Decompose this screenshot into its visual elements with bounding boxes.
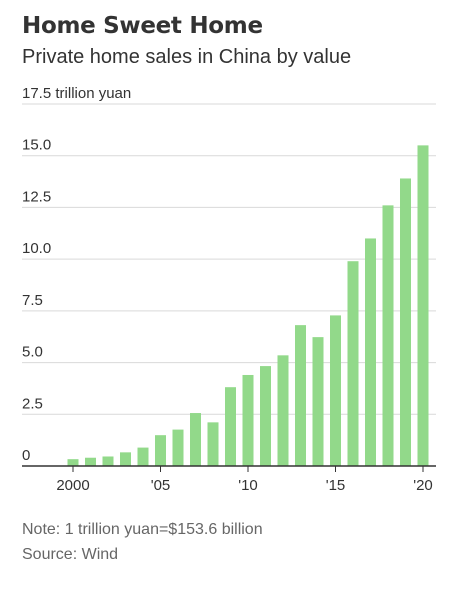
x-tick-label: 2000 [56, 477, 89, 494]
y-tick-label: 0 [22, 447, 30, 464]
y-tick-label: 5.0 [22, 344, 43, 361]
bar [137, 447, 149, 466]
bar [295, 325, 306, 466]
y-tick-label: 10.0 [22, 240, 51, 257]
bar [155, 435, 166, 466]
bar [120, 452, 131, 466]
x-tick-label: '05 [151, 477, 171, 494]
bar [85, 457, 96, 466]
y-tick-label: 17.5 trillion yuan [22, 85, 131, 102]
x-tick-label: '10 [238, 477, 258, 494]
x-tick-label: '15 [326, 477, 346, 494]
x-tick-label: '20 [413, 477, 433, 494]
bar [400, 178, 411, 466]
bar [67, 459, 79, 466]
bar [277, 355, 289, 466]
bar [102, 456, 114, 466]
chart-note: Note: 1 trillion yuan=$153.6 billion [22, 521, 263, 538]
chart-title: Home Sweet Home [22, 13, 263, 39]
bar [417, 145, 429, 466]
bar [382, 205, 394, 467]
bar [242, 374, 254, 466]
y-tick-label: 12.5 [22, 188, 51, 205]
y-tick-label: 15.0 [22, 137, 51, 154]
bar-chart: 0 2.5 5.0 7.5 10.0 12.5 15.0 17.5 trillion yuan… [22, 85, 436, 494]
bar [312, 337, 324, 466]
chart-subtitle: Private home sales in China by value [22, 46, 352, 68]
bar [190, 413, 201, 466]
y-tick-label: 7.5 [22, 292, 43, 309]
bar [207, 422, 219, 466]
chart-source: Source: Wind [22, 546, 119, 563]
bar [172, 429, 184, 466]
y-tick-label: 2.5 [22, 395, 43, 412]
bar [225, 387, 236, 466]
bar [365, 238, 376, 466]
bar [260, 366, 271, 466]
bar [347, 261, 359, 466]
bar [330, 315, 341, 466]
